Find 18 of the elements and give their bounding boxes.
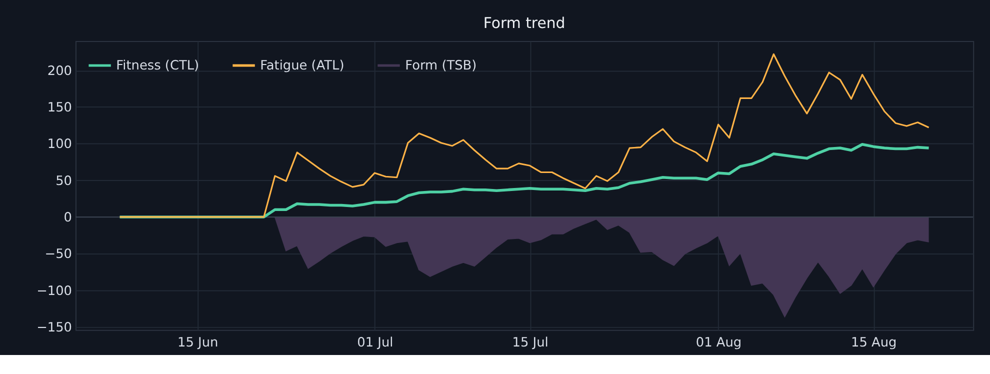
y-tick-label: −50 <box>44 247 72 262</box>
x-tick-label: 01 Aug <box>696 335 742 350</box>
y-tick-label: −100 <box>36 284 72 299</box>
y-tick-label: 200 <box>47 64 72 79</box>
y-tick-label: 150 <box>47 100 72 116</box>
chart-title: Form trend <box>483 14 566 32</box>
legend-label: Form (TSB) <box>405 58 477 74</box>
legend-label: Fatigue (ATL) <box>260 58 344 74</box>
y-tick-label: −150 <box>36 320 72 336</box>
y-tick-label: 50 <box>56 174 72 189</box>
y-tick-label: 0 <box>64 210 72 226</box>
x-tick-label: 15 Jun <box>178 335 218 350</box>
line-series <box>119 53 930 218</box>
y-tick-label: 100 <box>47 137 72 152</box>
legend-label: Fitness (CTL) <box>116 58 200 74</box>
x-tick-label: 15 Jul <box>512 335 548 350</box>
x-tick-label: 01 Jul <box>357 335 394 350</box>
x-tick-label: 15 Aug <box>851 335 897 350</box>
